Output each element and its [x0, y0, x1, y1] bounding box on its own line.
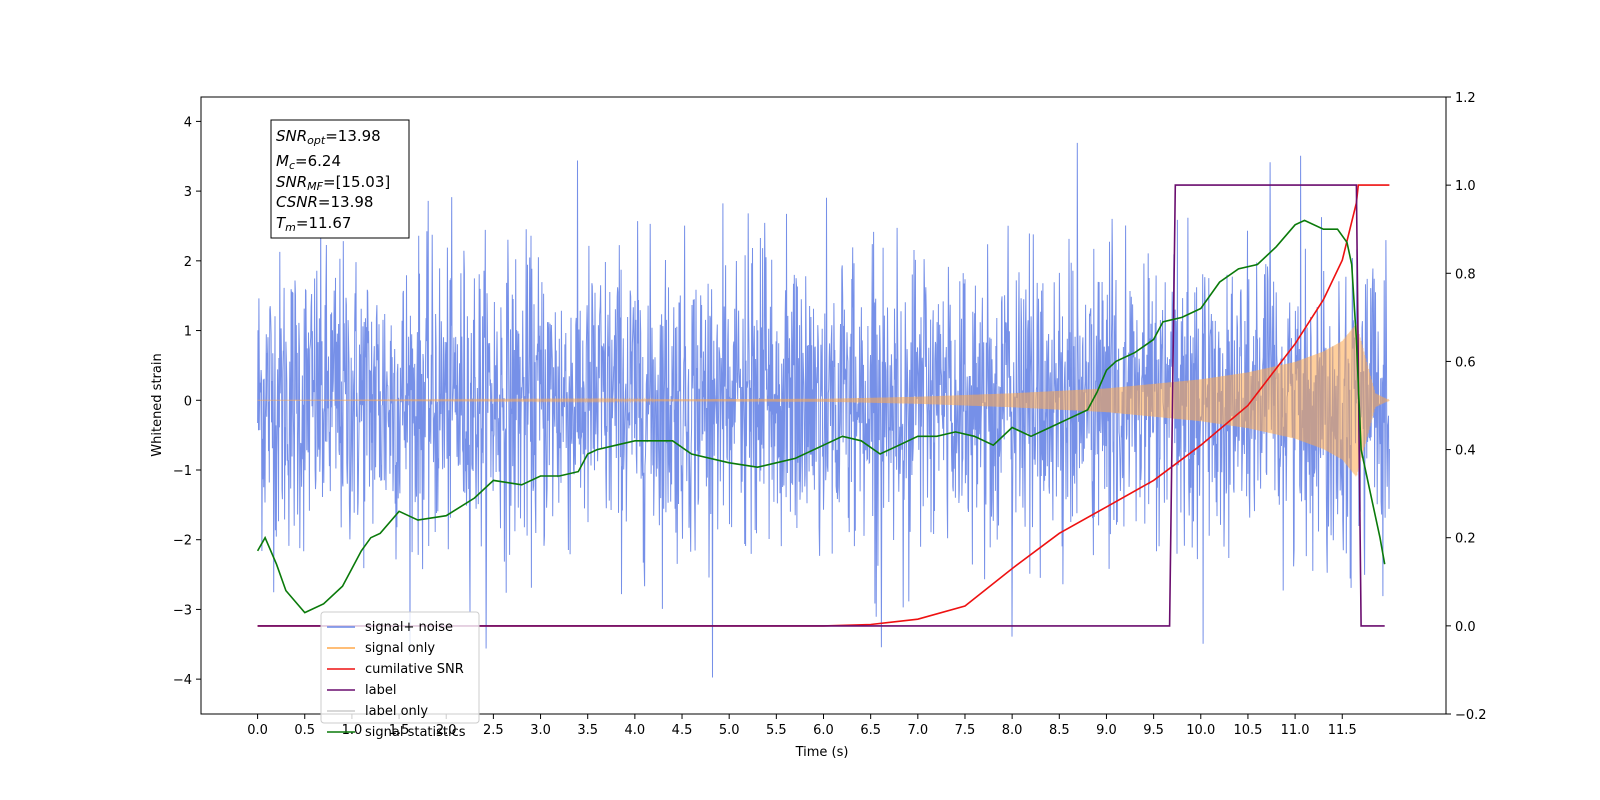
y-tick-label: −3 — [173, 603, 192, 618]
series-label-line — [257, 184, 1385, 627]
y2-tick-label: 0.8 — [1455, 267, 1476, 282]
annotation-csnr: CSNR=13.98 — [276, 193, 373, 211]
x-tick-label: 3.0 — [530, 723, 551, 738]
y-axis-label: Whitened strain — [150, 353, 165, 456]
x-tick-label: 0.5 — [294, 723, 315, 738]
x-tick-label: 2.0 — [436, 723, 457, 738]
x-tick-label: 2.5 — [483, 723, 504, 738]
y-tick-label: −2 — [173, 534, 192, 549]
annotation-frame — [270, 119, 410, 239]
x-tick-label: 10.0 — [1186, 723, 1215, 738]
series-cumilative-snr-line — [257, 184, 1390, 627]
y-tick-label: 3 — [184, 185, 192, 200]
x-tick-label: 1.5 — [389, 723, 410, 738]
legend: signal+ noise signal only cumilative SNR la… — [320, 611, 480, 740]
x-tick-label: 9.5 — [1143, 723, 1164, 738]
y2-tick-label: 0.0 — [1455, 620, 1476, 635]
legend-label-signal-statistics: signal statistics — [365, 725, 466, 740]
annotation-tm: Tm=11.67 — [276, 214, 351, 234]
x-tick-label: 8.5 — [1049, 723, 1070, 738]
y-tick-label: 4 — [184, 115, 192, 130]
y2-tick-label: 1.2 — [1455, 91, 1476, 106]
y2-tick-label: 0.6 — [1455, 355, 1476, 370]
legend-label-cumilative-snr: cumilative SNR — [365, 662, 464, 677]
x-tick-label: 0.0 — [247, 723, 268, 738]
annotation-snr-mf: SNRMF=[15.03] — [276, 173, 390, 193]
x-tick-label: 5.5 — [766, 723, 787, 738]
y-tick-label: 0 — [184, 394, 192, 409]
x-tick-label: 11.5 — [1328, 723, 1357, 738]
series-signal-statistics-line — [256, 219, 1386, 614]
x-tick-label: 4.5 — [672, 723, 693, 738]
x-tick-label: 6.0 — [813, 723, 834, 738]
x-tick-label: 4.0 — [625, 723, 646, 738]
y2-axis-ticks: 1.2 1.0 0.8 0.6 0.4 0.2 0.0 −0.2 — [1446, 91, 1487, 723]
y-tick-label: −4 — [173, 673, 192, 688]
x-tick-label: 11.0 — [1281, 723, 1310, 738]
annotation-box: SNRopt=13.98 Mc=6.24 SNRMF=[15.03] CSNR=… — [270, 119, 410, 239]
legend-label-label-only: label only — [365, 704, 428, 719]
right-axis-series — [256, 184, 1390, 627]
x-tick-label: 5.0 — [719, 723, 740, 738]
x-tick-label: 9.0 — [1096, 723, 1117, 738]
y-tick-label: 2 — [184, 255, 192, 270]
x-axis-ticks: 0.0 0.5 1.0 1.5 2.0 2.5 3.0 3.5 4.0 4.5 5.0 5.5 6.0 6… — [247, 714, 1357, 738]
x-tick-label: 8.0 — [1002, 723, 1023, 738]
x-tick-label: 7.0 — [907, 723, 928, 738]
y-tick-label: −1 — [173, 464, 192, 479]
y2-tick-label: −0.2 — [1455, 708, 1487, 723]
series-signal-only — [257, 323, 1390, 477]
plot-area — [256, 142, 1390, 678]
legend-frame — [320, 611, 480, 724]
annotation-snr-opt: SNRopt=13.98 — [276, 127, 381, 147]
x-tick-label: 3.5 — [577, 723, 598, 738]
x-tick-label: 1.0 — [342, 723, 363, 738]
signal-only-line — [257, 323, 1390, 477]
y-axis-ticks: 4 3 2 1 0 −1 −2 −3 −4 — [173, 115, 201, 688]
x-axis-label: Time (s) — [795, 745, 849, 760]
legend-label-signal-only: signal only — [365, 641, 435, 656]
x-tick-label: 6.5 — [860, 723, 881, 738]
x-tick-label: 7.5 — [955, 723, 976, 738]
y2-tick-label: 0.2 — [1455, 532, 1476, 547]
legend-label-signal-noise: signal+ noise — [365, 620, 453, 635]
x-tick-label: 10.5 — [1233, 723, 1262, 738]
y2-tick-label: 0.4 — [1455, 444, 1476, 459]
annotation-mc: Mc=6.24 — [276, 152, 341, 172]
y-tick-label: 1 — [184, 325, 192, 340]
legend-label-label: label — [365, 683, 396, 698]
y2-tick-label: 1.0 — [1455, 179, 1476, 194]
